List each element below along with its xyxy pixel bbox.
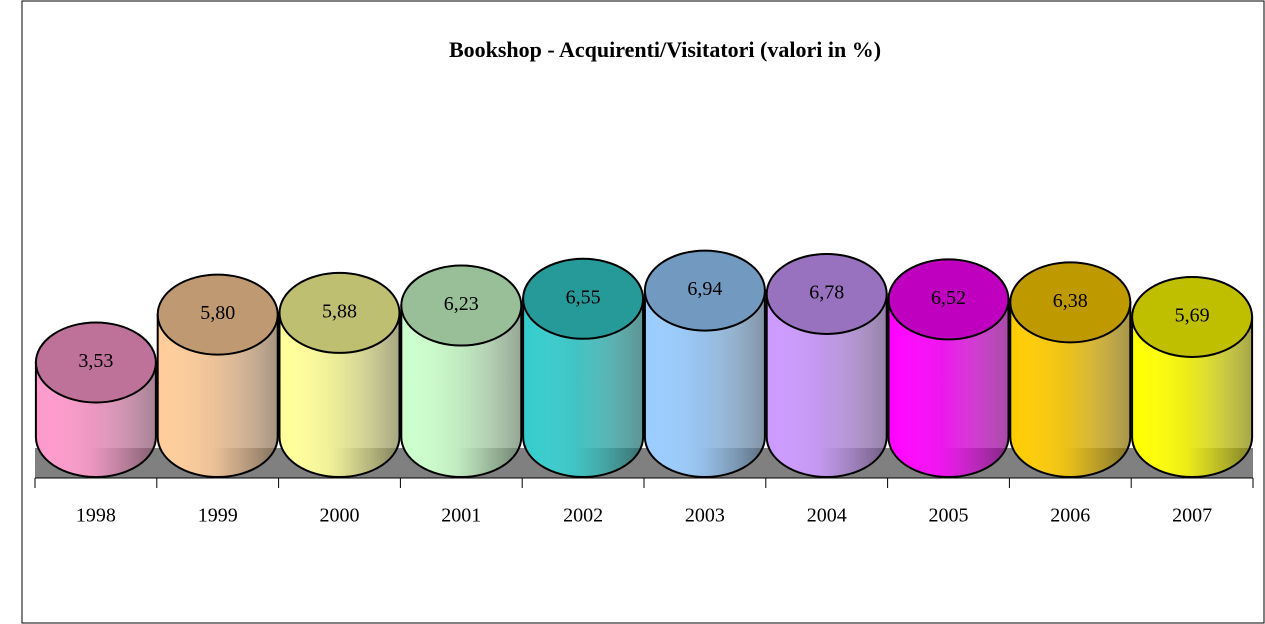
cylinder-shade [1009,301,1132,478]
cylinder-top [278,271,401,354]
cylinder-shade [765,292,888,478]
cylinder-top [1009,261,1132,344]
x-tick-label: 2005 [929,505,969,527]
data-label: 6,94 [687,278,722,300]
x-tick-label: 2000 [320,505,360,527]
x-tick-label: 1999 [198,505,238,527]
cylinder-top [522,257,645,340]
cylinder-shade [400,304,523,478]
cylinder-shade [643,289,766,478]
cylinder-top-shade [644,250,765,331]
data-label: 5,88 [322,301,357,323]
cylinder-top-shade [279,272,400,353]
data-label: 3,53 [78,350,113,372]
cylinder-top-shade [523,258,644,339]
x-tick-label: 1998 [76,505,116,527]
cylinder-top-shade [157,274,278,355]
cylinder-shade [1131,315,1254,478]
data-label: 6,38 [1053,290,1088,312]
cylinder-shade [887,298,1010,478]
cylinder-top [643,249,766,332]
cylinder-top-shade [888,259,1009,340]
data-label: 5,80 [200,302,235,324]
cylinder-top-shade [766,253,887,334]
cylinder-top-shade [1132,276,1253,357]
cylinder-top [765,252,888,335]
cylinder-top [34,321,157,404]
cylinder-top [400,264,523,347]
data-label: 6,55 [566,286,601,308]
cylinder-shade [156,313,279,478]
x-tick-label: 2004 [807,505,847,527]
cylinder-shade [522,297,645,478]
cylinder-top [1131,275,1254,358]
data-label: 6,23 [444,293,479,315]
cylinder-top [156,273,279,356]
chart-title: Bookshop - Acquirenti/Visitatori (valori… [449,37,881,62]
x-tick-label: 2006 [1050,505,1090,527]
x-tick-label: 2002 [563,505,603,527]
cylinder-shade [278,311,401,478]
x-tick-label: 2007 [1172,505,1212,527]
cylinder-top-shade [1010,262,1131,343]
cylinder-top [887,258,1010,341]
data-label: 5,69 [1175,305,1210,327]
data-label: 6,52 [931,287,966,309]
cylinder-top-shade [35,322,156,403]
cylinder-top-shade [401,265,522,346]
x-tick-label: 2003 [685,505,725,527]
x-tick-label: 2001 [441,505,481,527]
data-label: 6,78 [809,282,844,304]
